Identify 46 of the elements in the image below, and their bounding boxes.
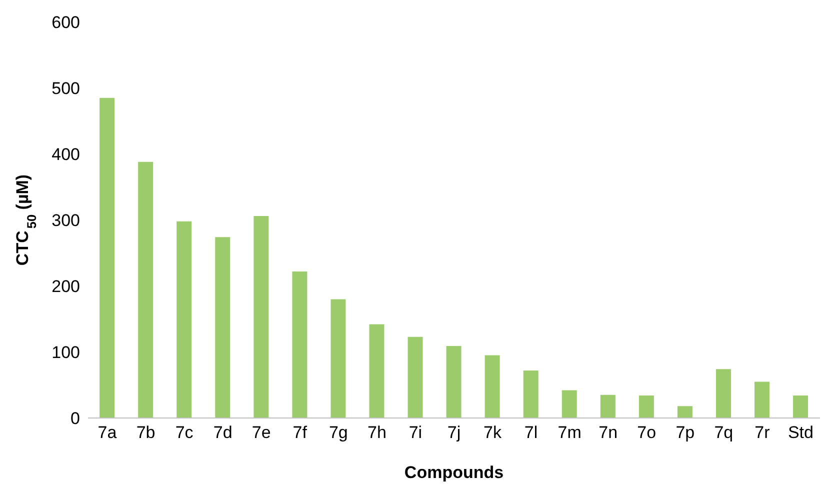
x-tick-label: 7a xyxy=(98,423,118,442)
x-tick-label: 7f xyxy=(292,423,308,442)
bar xyxy=(330,299,346,418)
x-tick-label: 7g xyxy=(328,423,348,442)
x-tick-label: 7l xyxy=(524,423,538,442)
bar xyxy=(523,370,538,418)
x-tick-label: 7e xyxy=(252,423,271,442)
bar xyxy=(484,355,500,418)
x-tick-label: 7r xyxy=(754,423,770,442)
x-tick-label: 7o xyxy=(637,423,656,442)
bar xyxy=(446,346,462,418)
x-tick-label: 7q xyxy=(714,423,734,442)
y-tick-label: 100 xyxy=(52,343,80,362)
bar xyxy=(369,324,384,418)
x-tick-label: 7b xyxy=(136,423,156,442)
bar xyxy=(638,396,654,418)
bar xyxy=(408,336,423,418)
bar xyxy=(292,271,308,418)
x-axis-title: Compounds xyxy=(404,463,504,482)
bar xyxy=(562,390,577,418)
x-tick-label: 7c xyxy=(175,423,194,442)
x-tick-label: 7d xyxy=(213,423,232,442)
bar xyxy=(138,162,154,418)
bar xyxy=(215,237,230,418)
y-tick-label: 200 xyxy=(52,277,80,296)
y-tick-label: 400 xyxy=(52,145,80,164)
x-tick-label: 7m xyxy=(558,423,582,442)
x-tick-label: 7n xyxy=(598,423,618,442)
y-tick-label: 300 xyxy=(52,211,80,230)
x-tick-label: 7i xyxy=(408,423,422,442)
bar xyxy=(677,406,692,418)
x-tick-label: 7p xyxy=(676,423,695,442)
y-tick-label: 600 xyxy=(52,13,80,32)
bar xyxy=(793,396,808,418)
bar xyxy=(176,221,192,418)
y-tick-label: 0 xyxy=(70,409,80,428)
bar xyxy=(254,216,269,418)
x-tick-label: 7j xyxy=(447,423,461,442)
x-tick-label: 7h xyxy=(367,423,386,442)
y-tick-label: 500 xyxy=(52,79,80,98)
bar xyxy=(600,394,616,418)
bar xyxy=(716,369,731,418)
x-tick-label: Std xyxy=(788,423,814,442)
x-tick-label: 7k xyxy=(484,423,502,442)
bar xyxy=(100,98,115,418)
bar xyxy=(754,382,770,418)
